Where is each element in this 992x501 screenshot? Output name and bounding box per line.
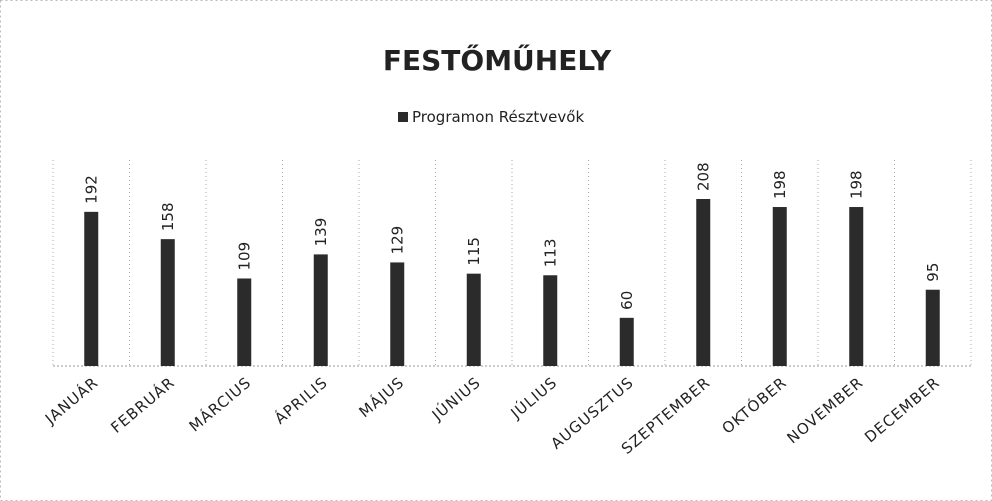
value-label: 198 <box>847 170 865 199</box>
value-label: 113 <box>541 239 559 268</box>
legend-label: Programon Résztvevők <box>412 108 584 126</box>
value-label: 95 <box>924 263 942 282</box>
bar <box>696 199 711 366</box>
value-label: 198 <box>771 170 789 199</box>
value-label: 60 <box>618 291 636 310</box>
bar <box>313 254 328 366</box>
bar <box>619 317 634 366</box>
bar <box>772 207 787 366</box>
value-label: 208 <box>694 162 712 191</box>
bar <box>925 289 940 366</box>
value-label: 139 <box>312 218 330 247</box>
bar <box>390 262 405 366</box>
value-label: 129 <box>388 226 406 255</box>
value-label: 115 <box>465 237 483 266</box>
value-label: 109 <box>235 242 253 271</box>
bar <box>849 207 864 366</box>
value-label: 158 <box>159 203 177 232</box>
bar <box>543 275 558 366</box>
bar <box>84 211 99 366</box>
bar <box>466 273 481 366</box>
bar <box>160 239 175 366</box>
value-label: 192 <box>82 175 100 204</box>
bar <box>237 278 252 366</box>
legend-swatch <box>398 112 408 122</box>
chart-title: FESTŐMŰHELY <box>383 43 612 77</box>
